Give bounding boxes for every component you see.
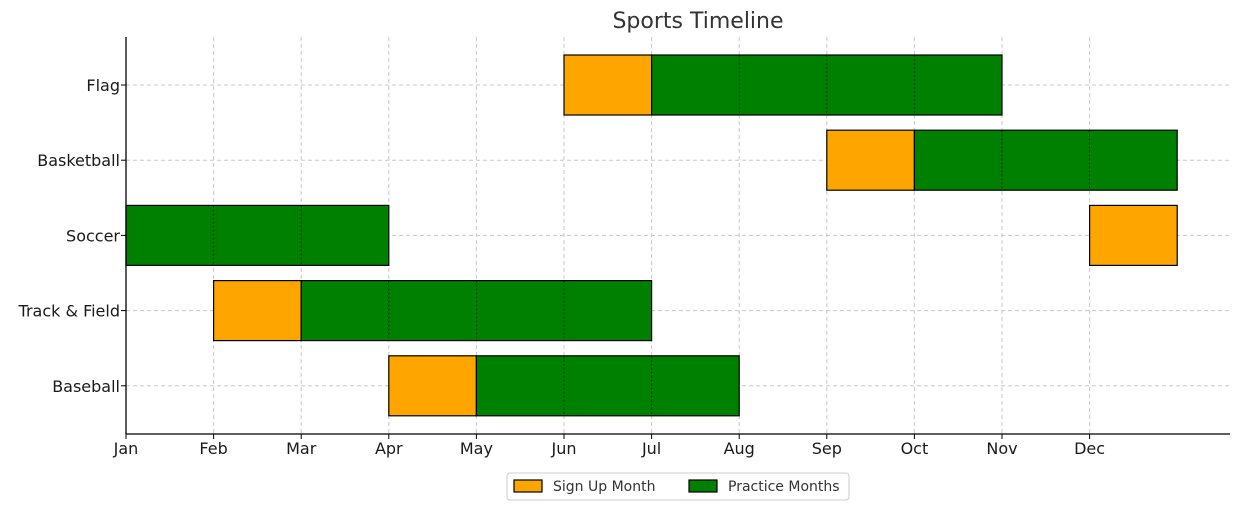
y-tick-label-flag: Flag: [86, 76, 120, 95]
legend-frame: [506, 472, 850, 501]
legend-label-practice: Practice Months: [728, 479, 840, 495]
x-tick-label-sep: Sep: [812, 439, 842, 458]
bar-flag-sign-up-month: [563, 54, 653, 116]
bar-soccer-practice-months: [125, 204, 390, 266]
bar-baseball-sign-up-month: [388, 355, 477, 417]
bar-baseball-practice-months: [475, 355, 740, 417]
bar-basketball-sign-up-month: [826, 129, 915, 191]
y-tick-label-track-field: Track & Field: [18, 302, 120, 321]
y-tick-label-baseball: Baseball: [52, 377, 120, 396]
x-tick-label-oct: Oct: [901, 439, 929, 458]
bar-soccer-sign-up-month: [1088, 204, 1178, 266]
x-tick-label-dec: Dec: [1074, 439, 1105, 458]
bars: [125, 54, 1178, 417]
x-tick-label-feb: Feb: [199, 439, 227, 458]
x-tick-label-jul: Jul: [641, 439, 661, 458]
axes: Jan Feb Mar Apr May Jun Jul Aug Sep Oct Nov Dec Flag…: [18, 37, 1230, 458]
legend: Sign Up Month Practice Months: [506, 472, 850, 501]
legend-swatch-practice: [688, 479, 718, 493]
bar-basketball-practice-months: [913, 129, 1178, 191]
chart-title: Sports Timeline: [612, 9, 783, 34]
x-tick-label-jun: Jun: [551, 439, 577, 458]
bar-track-field-sign-up-month: [213, 280, 302, 342]
x-tick-label-nov: Nov: [986, 439, 1017, 458]
legend-label-sign-up: Sign Up Month: [553, 479, 655, 495]
y-tick-label-basketball: Basketball: [37, 151, 120, 170]
x-tick-label-mar: Mar: [286, 439, 317, 458]
x-tick-label-apr: Apr: [375, 439, 403, 458]
legend-swatch-sign-up: [513, 479, 543, 493]
x-tick-label-may: May: [460, 439, 493, 458]
x-tick-label-jan: Jan: [113, 439, 139, 458]
y-tick-label-soccer: Soccer: [66, 226, 120, 245]
x-tick-label-aug: Aug: [724, 439, 755, 458]
